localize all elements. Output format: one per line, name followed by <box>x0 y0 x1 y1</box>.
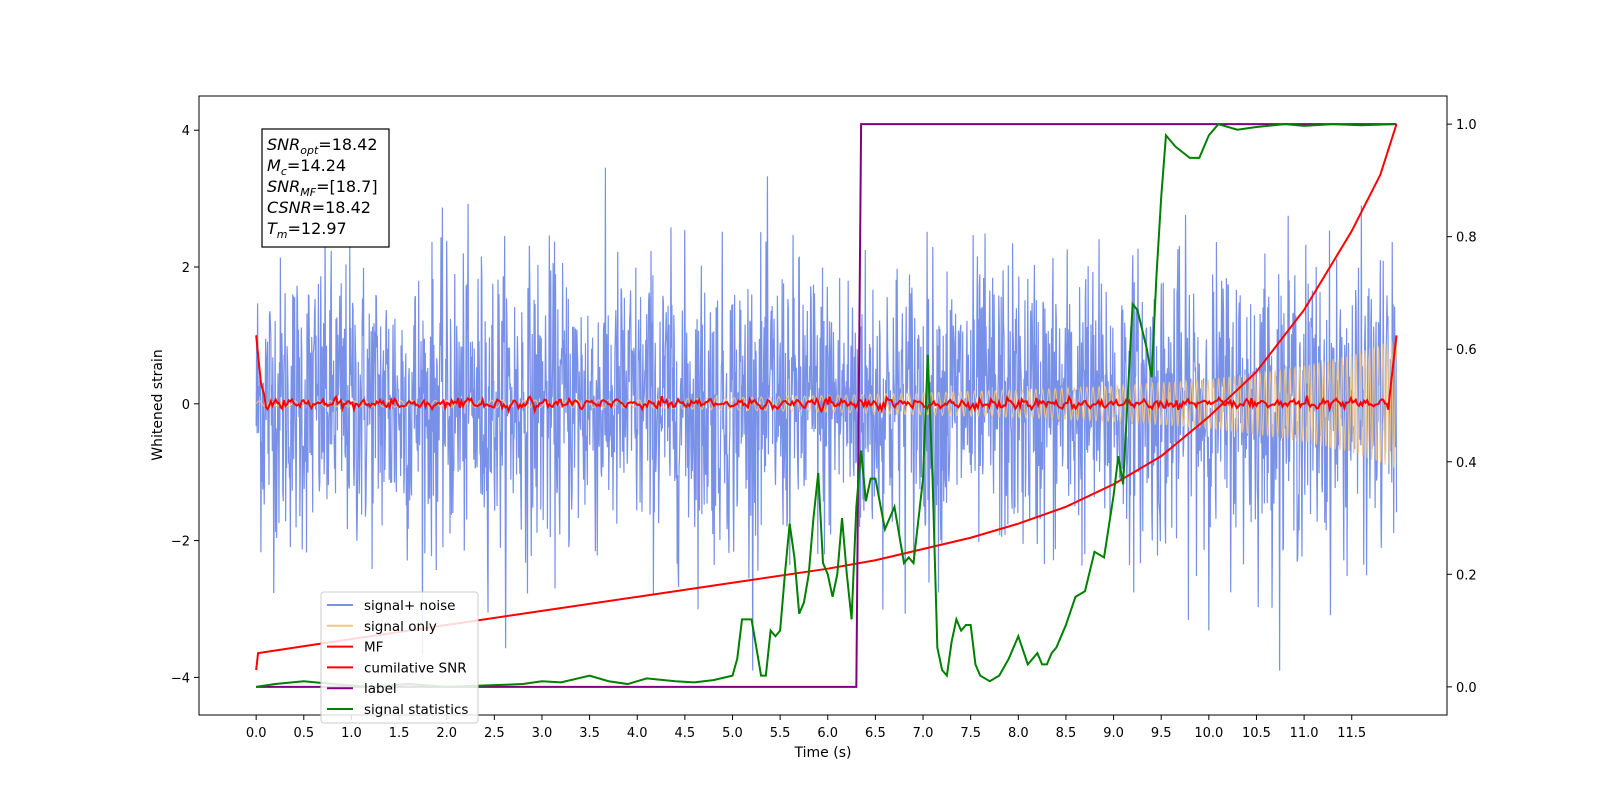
series-signal-only <box>255 340 1398 468</box>
x-tick-label: 4.5 <box>675 726 696 741</box>
annotation-box: SNRopt=18.42Mc=14.24SNRMF=[18.7]CSNR=18.… <box>261 128 390 248</box>
legend-label: signal+ noise <box>364 598 455 614</box>
x-tick-label: 6.0 <box>817 726 838 741</box>
x-tick-label: 9.5 <box>1151 726 1172 741</box>
legend-label: label <box>364 681 397 697</box>
annotation-line: Tm=12.97 <box>267 219 347 241</box>
y2-tick-label: 0.4 <box>1456 456 1477 471</box>
x-tick-label: 2.0 <box>436 726 457 741</box>
x-tick-label: 2.5 <box>484 726 505 741</box>
x-tick-label: 1.0 <box>341 726 362 741</box>
x-tick-label: 7.0 <box>913 726 934 741</box>
y-tick-label: 0 <box>182 398 190 413</box>
x-axis-label: Time (s) <box>794 745 852 761</box>
x-tick-label: 10.0 <box>1194 726 1223 741</box>
y-tick-label: 2 <box>182 261 190 276</box>
y-tick-label: 4 <box>182 124 190 139</box>
x-tick-label: 3.5 <box>579 726 600 741</box>
x-tick-label: 0.0 <box>246 726 267 741</box>
series-label <box>256 123 1397 688</box>
axes-layer: 0.0 0.5 1.0 1.5 2.0 2.5 3.0 3.5 4.0 4.5 5.0 5.5 6.0 6… <box>171 118 1477 741</box>
x-tick-label: 4.0 <box>627 726 648 741</box>
y2-tick-label: 0.0 <box>1456 681 1477 696</box>
series-mf <box>255 335 1398 415</box>
x-tick-label: 10.5 <box>1242 726 1271 741</box>
legend-label: signal only <box>364 619 437 635</box>
series-signal-noise <box>255 167 1398 671</box>
y2-tick-label: 0.8 <box>1456 231 1477 246</box>
annotation-frame <box>261 128 390 248</box>
legend-label: signal statistics <box>364 702 468 718</box>
legend-label: MF <box>364 640 383 656</box>
annotation-line: SNRMF=[18.7] <box>267 177 378 199</box>
x-tick-label: 11.0 <box>1290 726 1319 741</box>
x-tick-label: 7.5 <box>960 726 981 741</box>
y-tick-label: −2 <box>171 535 190 550</box>
x-tick-label: 11.5 <box>1337 726 1366 741</box>
y2-tick-label: 0.2 <box>1456 568 1477 583</box>
x-tick-label: 5.5 <box>770 726 791 741</box>
y2-tick-label: 0.6 <box>1456 343 1477 358</box>
legend: signal+ noise signal only MF cumilative SNR… <box>320 591 479 724</box>
x-tick-label: 0.5 <box>293 726 314 741</box>
annotation-line: CSNR=18.42 <box>267 198 371 217</box>
x-tick-label: 8.5 <box>1056 726 1077 741</box>
plot-frame <box>198 95 1448 716</box>
annotation-line: SNRopt=18.42 <box>267 135 378 157</box>
legend-frame <box>320 591 479 724</box>
legend-label: cumilative SNR <box>364 660 467 676</box>
y2-tick-label: 1.0 <box>1456 118 1477 133</box>
x-tick-label: 3.0 <box>532 726 553 741</box>
y-axis-label: Whitened strain <box>150 349 166 460</box>
x-tick-label: 1.5 <box>389 726 410 741</box>
annotation-line: Mc=14.24 <box>267 156 346 178</box>
series-signal-statistics <box>256 122 1395 688</box>
y-tick-label: −4 <box>171 671 190 686</box>
x-tick-label: 9.0 <box>1103 726 1124 741</box>
x-tick-label: 6.5 <box>865 726 886 741</box>
x-tick-label: 5.0 <box>722 726 743 741</box>
x-tick-label: 8.0 <box>1008 726 1029 741</box>
